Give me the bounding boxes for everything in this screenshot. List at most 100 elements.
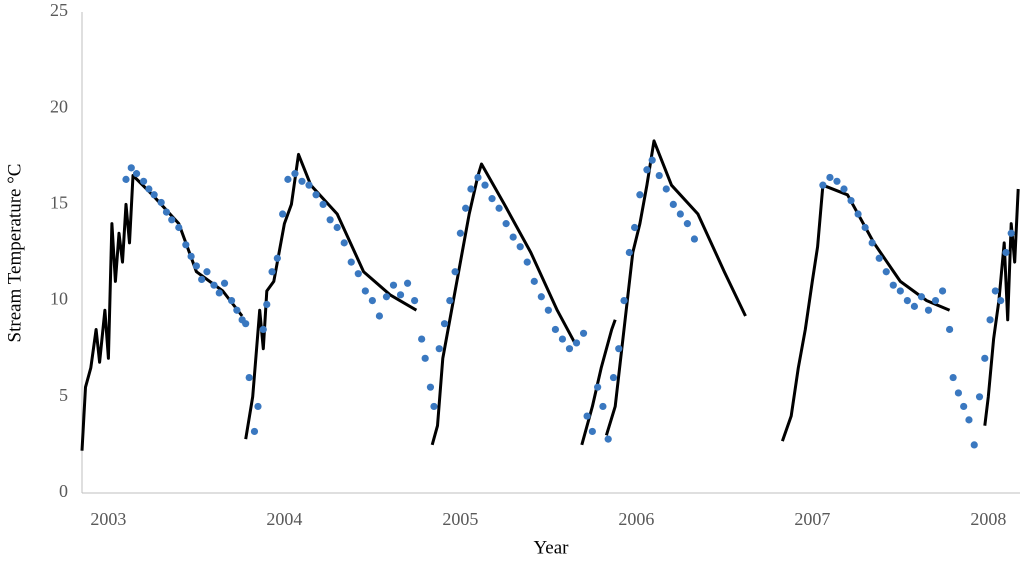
temperature-point <box>430 402 438 411</box>
temperature-point <box>467 185 475 193</box>
temperature-point <box>609 373 618 382</box>
temperature-point <box>997 297 1005 305</box>
temperature-point <box>938 287 947 295</box>
temperature-point <box>819 181 827 189</box>
temperature-point <box>456 229 464 237</box>
x-tick-label: 2008 <box>970 509 1006 529</box>
temperature-point <box>875 254 883 262</box>
temperature-point <box>418 335 426 343</box>
temperature-point <box>435 345 443 353</box>
temperature-point <box>305 181 313 189</box>
temperature-point <box>583 412 591 420</box>
temperature-point <box>636 191 644 199</box>
temperature-point <box>298 177 306 185</box>
temperature-point <box>970 441 978 449</box>
temperature-point <box>389 281 398 289</box>
y-tick-label: 15 <box>50 193 68 213</box>
temperature-point <box>319 200 327 208</box>
temperature-point <box>175 223 183 232</box>
y-tick-label: 25 <box>50 0 68 20</box>
temperature-point <box>833 177 841 185</box>
temperature-point <box>481 181 489 189</box>
temperature-point <box>551 325 559 334</box>
temperature-point <box>565 345 574 353</box>
temperature-point <box>683 220 691 228</box>
temperature-point <box>986 316 994 324</box>
temperature-point <box>949 373 957 382</box>
temperature-point <box>347 258 355 266</box>
y-tick-label: 5 <box>59 385 68 405</box>
temperature-point <box>215 289 223 297</box>
temperature-point <box>840 185 848 193</box>
temperature-point <box>981 354 989 362</box>
temperature-point <box>946 325 954 334</box>
temperature-point <box>648 156 656 164</box>
y-axis-title: Stream Temperature °C <box>4 164 25 343</box>
temperature-point <box>495 204 503 212</box>
temperature-point <box>451 268 459 276</box>
temperature-point <box>210 281 218 289</box>
temperature-point <box>150 191 158 199</box>
temperature-point <box>826 173 834 182</box>
temperature-point <box>643 166 651 174</box>
temperature-point <box>975 393 984 401</box>
temperature-point <box>931 297 940 305</box>
temperature-point <box>333 223 341 232</box>
x-tick-label: 2003 <box>90 509 126 529</box>
temperature-point <box>145 185 153 193</box>
x-tick-label: 2004 <box>266 509 302 529</box>
temperature-point <box>220 279 229 287</box>
y-tick-label: 0 <box>59 481 68 501</box>
temperature-point <box>198 275 206 284</box>
temperature-point <box>502 220 510 228</box>
temperature-point <box>139 177 148 185</box>
temperature-point <box>375 312 384 320</box>
temperature-point <box>488 195 496 203</box>
temperature-point <box>250 427 259 436</box>
temperature-point <box>284 175 292 183</box>
temperature-point <box>572 339 581 347</box>
temperature-point <box>242 320 250 328</box>
temperature-point <box>426 383 435 391</box>
temperature-point <box>1007 229 1015 237</box>
x-axis-title: Year <box>533 537 569 558</box>
temperature-point <box>396 291 405 299</box>
temperature-point <box>847 196 855 205</box>
temperature-point <box>446 297 454 305</box>
temperature-point <box>254 402 262 411</box>
temperature-point <box>127 164 135 172</box>
temperature-point <box>411 297 419 305</box>
temperature-point <box>474 173 482 182</box>
temperature-point <box>132 170 141 178</box>
temperature-point <box>268 268 276 276</box>
y-tick-label: 10 <box>50 289 68 309</box>
temperature-point <box>630 223 639 232</box>
x-tick-label: 2006 <box>618 509 654 529</box>
temperature-point <box>882 268 890 276</box>
x-tick-label: 2007 <box>794 509 830 529</box>
temperature-point <box>910 302 919 310</box>
temperature-point <box>516 243 524 251</box>
temperature-point <box>889 281 897 289</box>
temperature-point <box>558 335 567 343</box>
temperature-point <box>227 297 236 305</box>
temperature-point <box>620 297 628 305</box>
temperature-point <box>625 248 633 257</box>
temperature-point <box>537 293 545 301</box>
temperature-point <box>279 210 287 218</box>
y-tick-label: 20 <box>50 96 68 116</box>
temperature-line <box>80 139 1020 451</box>
temperature-point <box>291 170 299 178</box>
temperature-point <box>203 268 211 276</box>
temperature-point <box>382 293 391 301</box>
x-tick-label: 2005 <box>442 509 478 529</box>
temperature-point <box>903 297 911 305</box>
temperature-point <box>182 241 190 249</box>
temperature-point <box>1002 248 1010 257</box>
temperature-point <box>954 389 963 397</box>
temperature-point <box>440 320 449 328</box>
temperature-point <box>368 297 376 305</box>
temperature-point <box>122 175 130 183</box>
